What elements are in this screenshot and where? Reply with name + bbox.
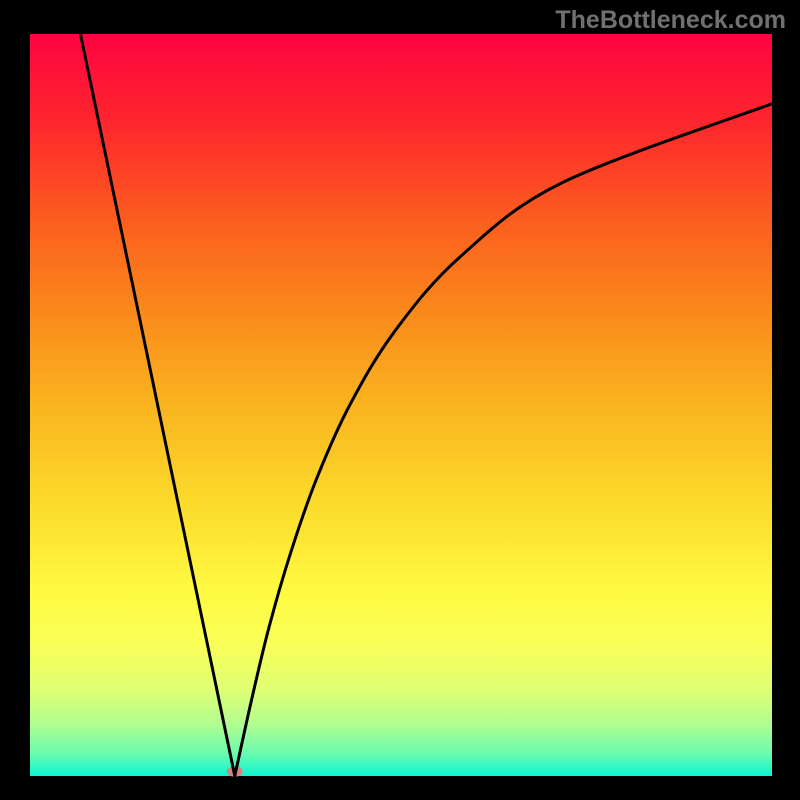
chart-svg bbox=[0, 0, 800, 800]
watermark-text: TheBottleneck.com bbox=[555, 6, 786, 35]
chart-container: TheBottleneck.com bbox=[0, 0, 800, 800]
v-curve bbox=[80, 34, 772, 776]
